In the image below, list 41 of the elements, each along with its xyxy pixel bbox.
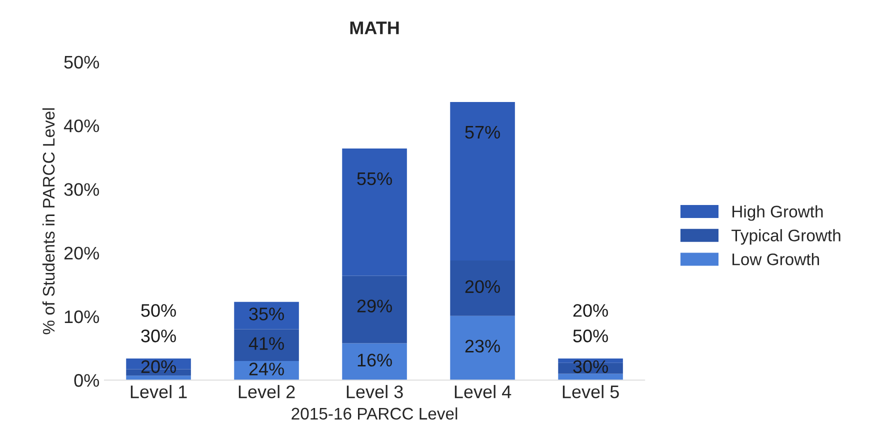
legend-label: High Growth (732, 205, 823, 221)
legend-label: Typical Growth (732, 229, 840, 245)
x-axis-title: 2015-16 PARCC Level (292, 407, 458, 420)
x-tick-label: Level 5 (562, 384, 619, 398)
annotation: 30% (141, 330, 176, 342)
annotation: 16% (358, 354, 392, 367)
bar (126, 376, 191, 380)
y-tick-label: 50% (64, 56, 100, 69)
bar (450, 260, 515, 316)
annotation: 20% (573, 304, 608, 317)
bar (234, 302, 299, 330)
bar (342, 343, 407, 380)
y-tick-label: 40% (64, 119, 100, 132)
x-tick-label: Level 1 (130, 384, 187, 398)
y-tick-label: 20% (64, 246, 100, 260)
y-tick-label: 0% (74, 374, 100, 387)
annotation: 23% (465, 340, 500, 353)
y-tick-label: 10% (64, 310, 100, 324)
annotation: 30% (573, 360, 608, 374)
annotation: 35% (249, 308, 284, 320)
annotation: 57% (465, 126, 500, 139)
annotation: 50% (573, 330, 608, 342)
annotation: 50% (141, 304, 176, 317)
x-tick-label: Level 4 (454, 384, 512, 398)
annotation: 55% (357, 172, 392, 186)
bar (450, 102, 515, 260)
y-tick-label: 30% (64, 183, 100, 196)
annotation: 20% (465, 280, 500, 293)
bar (234, 329, 299, 362)
annotation: 41% (248, 337, 284, 350)
x-tick-label: Level 3 (346, 384, 403, 398)
bar (342, 148, 407, 276)
bar (450, 316, 515, 380)
annotation: 24% (249, 362, 284, 376)
x-tick-label: Level 2 (238, 384, 295, 398)
annotation: 20% (141, 360, 176, 374)
legend-label: Low Growth (732, 253, 819, 266)
y-axis-title: % of Students in PARCC Level (42, 108, 55, 334)
bar (342, 276, 407, 344)
chart-title: MATH (350, 22, 399, 34)
annotation: 29% (357, 300, 392, 312)
